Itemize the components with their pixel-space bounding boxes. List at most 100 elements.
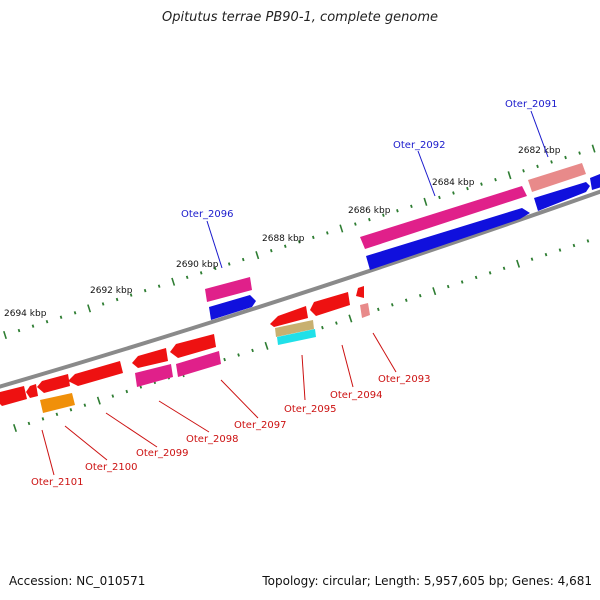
- major-tick: [264, 341, 269, 350]
- minor-tick: [213, 266, 217, 271]
- gene-arrow-edge-blue[interactable]: [590, 172, 600, 190]
- minor-tick: [326, 231, 329, 235]
- minor-tick: [480, 182, 483, 186]
- gene-label-oter-2096[interactable]: Oter_2096: [181, 209, 234, 220]
- forward-strand-genes: [205, 163, 600, 320]
- gene-label-oter-2101[interactable]: Oter_2101: [31, 477, 84, 488]
- minor-tick: [199, 271, 203, 275]
- minor-tick: [69, 408, 73, 412]
- minor-tick: [368, 217, 371, 222]
- gene-label-oter-2099[interactable]: Oter_2099: [136, 448, 189, 459]
- major-tick: [96, 396, 101, 405]
- gene-arrow-oter-2098b[interactable]: [135, 364, 173, 387]
- gene-arrow-oter-2099[interactable]: [68, 361, 123, 386]
- major-tick: [507, 171, 512, 180]
- gene-arrow-oter-2097b[interactable]: [176, 351, 221, 377]
- gene-label-oter-2091[interactable]: Oter_2091: [505, 99, 558, 110]
- minor-tick: [536, 164, 539, 169]
- minor-tick: [544, 252, 548, 257]
- gene-arrow-oter-2098a[interactable]: [132, 348, 168, 368]
- major-tick: [339, 224, 344, 233]
- minor-tick: [377, 307, 380, 312]
- minor-tick: [157, 284, 161, 288]
- minor-tick: [83, 403, 87, 407]
- gene-label-oter-2097[interactable]: Oter_2097: [234, 420, 287, 431]
- minor-tick: [227, 262, 231, 266]
- gene-arrow-oter-2092[interactable]: [360, 186, 527, 249]
- minor-tick: [283, 244, 287, 248]
- minor-tick: [410, 204, 413, 209]
- gene-arrow-oter-2093[interactable]: [356, 286, 364, 298]
- minor-tick: [125, 389, 129, 394]
- major-tick: [432, 287, 437, 296]
- gene-label-oter-2093[interactable]: Oter_2093: [378, 374, 431, 385]
- minor-tick: [354, 222, 357, 226]
- minor-tick: [578, 151, 581, 155]
- minor-tick: [522, 169, 525, 173]
- gene-labels-bottom: Oter_2093 Oter_2094 Oter_2095 Oter_2097 …: [31, 374, 431, 488]
- scale-label-2690: 2690 kbp: [176, 260, 219, 270]
- minor-tick: [111, 394, 115, 398]
- minor-tick: [494, 177, 497, 182]
- minor-tick: [438, 195, 441, 200]
- gene-arrow-oter-2101[interactable]: [40, 393, 75, 413]
- minor-tick: [251, 348, 254, 353]
- gene-label-oter-2095[interactable]: Oter_2095: [284, 404, 337, 415]
- gene-label-oter-2098[interactable]: Oter_2098: [186, 434, 239, 445]
- minor-tick: [564, 155, 567, 160]
- gene-label-oter-2092[interactable]: Oter_2092: [393, 140, 446, 151]
- gene-arrow-oter-2095-khaki[interactable]: [275, 320, 314, 337]
- gene-arrow-oter-2093b[interactable]: [360, 303, 370, 318]
- minor-tick: [269, 248, 273, 253]
- minor-tick: [312, 235, 315, 240]
- minor-tick: [223, 357, 226, 362]
- gene-arrow-oter-2095-cyan[interactable]: [277, 329, 316, 345]
- minor-tick: [27, 421, 31, 426]
- minor-tick: [59, 315, 63, 319]
- callout-lines: [41, 110, 549, 476]
- minor-tick: [41, 417, 45, 421]
- minor-tick: [390, 303, 394, 307]
- minor-tick: [31, 324, 35, 328]
- minor-tick: [488, 271, 492, 275]
- gene-arrow-oter-2091[interactable]: [528, 163, 586, 192]
- gene-label-oter-2094[interactable]: Oter_2094: [330, 390, 383, 401]
- reverse-strand-genes: [0, 286, 370, 413]
- major-tick: [171, 277, 176, 286]
- page-title: Opitutus terrae PB90-1, complete genome: [161, 10, 439, 25]
- minor-tick: [45, 319, 49, 324]
- minor-tick: [586, 239, 590, 243]
- minor-tick: [530, 257, 534, 261]
- gene-arrow-oter-2092-blue[interactable]: [366, 208, 530, 270]
- major-tick: [423, 197, 428, 206]
- minor-tick: [466, 186, 469, 191]
- gene-label-oter-2100[interactable]: Oter_2100: [85, 462, 138, 473]
- minor-tick: [550, 160, 553, 164]
- scale-label-2686: 2686 kbp: [348, 206, 391, 216]
- gene-arrow-oter-2096-blue[interactable]: [209, 295, 256, 320]
- major-tick: [348, 314, 353, 323]
- minor-tick: [418, 293, 422, 298]
- minor-tick: [460, 280, 464, 284]
- gene-arrow-oter-2100a[interactable]: [37, 374, 70, 393]
- scale-label-2684: 2684 kbp: [432, 178, 475, 188]
- gene-arrow-oter-2091-blue[interactable]: [534, 182, 590, 211]
- gene-arrow-oter-2097a[interactable]: [170, 334, 216, 358]
- scale-label-2694: 2694 kbp: [4, 309, 47, 319]
- minor-tick: [446, 284, 450, 289]
- gene-arrow-oter-2094b[interactable]: [310, 292, 350, 316]
- minor-tick: [101, 302, 105, 306]
- gene-arrow-oter-2094a[interactable]: [270, 306, 308, 327]
- major-tick: [255, 251, 260, 260]
- gene-arrow-oter-2100b[interactable]: [26, 384, 38, 398]
- minor-tick: [321, 325, 324, 330]
- minor-tick: [474, 275, 478, 280]
- minor-tick: [396, 209, 399, 213]
- minor-tick: [452, 191, 455, 195]
- gene-arrow-oter-2101-left[interactable]: [0, 386, 27, 406]
- accession-text: Accession: NC_010571: [9, 574, 146, 588]
- gene-arrow-oter-2096[interactable]: [205, 277, 252, 302]
- major-tick: [591, 144, 596, 153]
- minor-tick: [404, 298, 408, 302]
